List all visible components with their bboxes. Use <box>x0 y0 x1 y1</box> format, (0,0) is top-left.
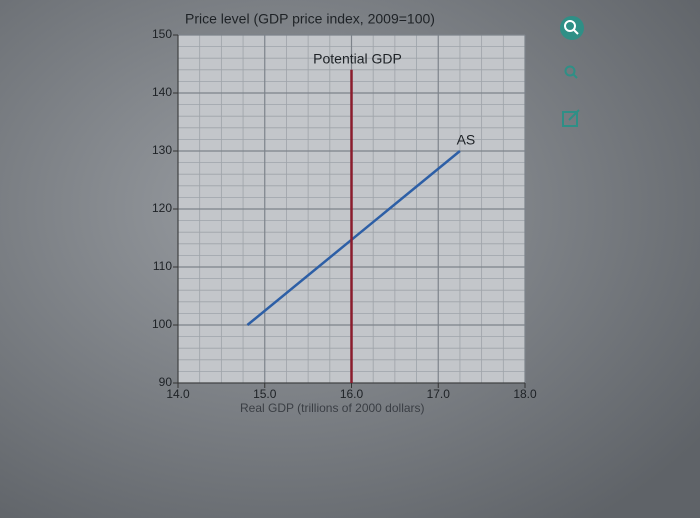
y-tick-label: 110 <box>153 259 172 273</box>
zoom-out-button[interactable] <box>564 65 578 79</box>
y-tick-label: 100 <box>152 317 172 331</box>
x-tick-label: 16.0 <box>340 387 364 401</box>
zoom-in-button[interactable] <box>560 16 584 40</box>
x-tick-label: 17.0 <box>427 387 451 401</box>
open-external-button[interactable] <box>562 109 580 127</box>
series-label: AS <box>457 132 476 148</box>
y-tick-label: 140 <box>152 85 172 99</box>
y-tick-label: 130 <box>152 143 172 157</box>
x-tick-label: 14.0 <box>166 387 190 401</box>
series-label: Potential GDP <box>313 51 402 67</box>
x-tick-label: 18.0 <box>513 387 537 401</box>
y-tick-label: 150 <box>152 27 172 41</box>
y-tick-label: 90 <box>159 375 173 389</box>
x-tick-label: 15.0 <box>253 387 277 401</box>
y-tick-label: 120 <box>152 201 172 215</box>
x-axis-label: Real GDP (trillions of 2000 dollars) <box>240 401 425 415</box>
series-line <box>246 150 461 326</box>
chart-title: Price level (GDP price index, 2009=100) <box>185 11 435 27</box>
